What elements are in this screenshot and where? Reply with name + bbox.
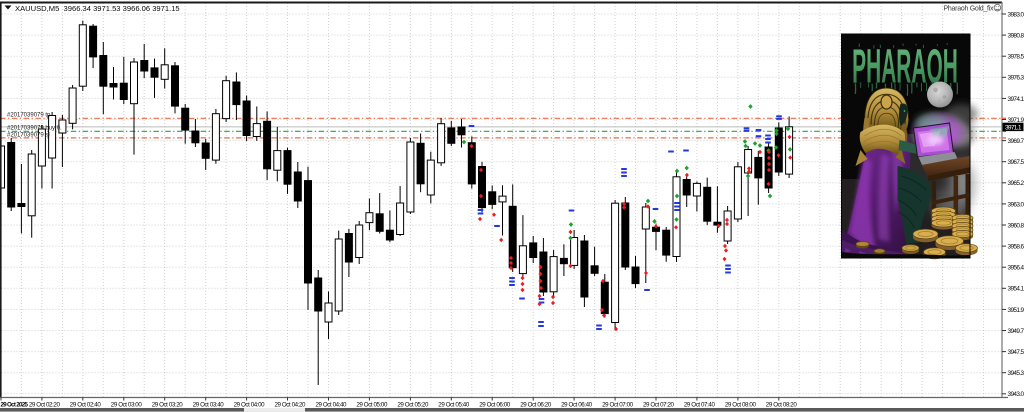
- svg-text:3947.5: 3947.5: [1008, 349, 1024, 356]
- svg-text:29 Oct 04:40: 29 Oct 04:40: [316, 401, 348, 408]
- svg-text:3980.8: 3980.8: [1008, 33, 1024, 40]
- svg-text:29 Oct 05:20: 29 Oct 05:20: [397, 401, 429, 408]
- svg-text:29 Oct 07:20: 29 Oct 07:20: [643, 401, 675, 408]
- svg-text:29 Oct 02:20: 29 Oct 02:20: [29, 401, 61, 408]
- svg-text:3951.9: 3951.9: [1008, 307, 1024, 314]
- svg-text:3971.9: 3971.9: [1008, 117, 1024, 124]
- svg-text:29 Oct 02:40: 29 Oct 02:40: [70, 401, 102, 408]
- svg-text:#2017039079 sl: #2017039079 sl: [7, 133, 50, 139]
- svg-text:3958.6: 3958.6: [1008, 244, 1024, 251]
- svg-text:29 Oct 06:40: 29 Oct 06:40: [561, 401, 593, 408]
- svg-text:3978.5: 3978.5: [1008, 54, 1024, 61]
- svg-text:#2017039079 buy 0.: #2017039079 buy 0.: [7, 126, 62, 132]
- svg-text:29 Oct 07:40: 29 Oct 07:40: [684, 401, 716, 408]
- svg-text:29 Oct 06:20: 29 Oct 06:20: [520, 401, 552, 408]
- svg-text:3967.5: 3967.5: [1008, 159, 1024, 166]
- svg-text:29 Oct 08:20: 29 Oct 08:20: [766, 401, 798, 408]
- svg-text:29 Oct 08:00: 29 Oct 08:00: [725, 401, 757, 408]
- svg-text:3956.4: 3956.4: [1008, 265, 1024, 272]
- svg-text:Pharaoh Gold_fix: Pharaoh Gold_fix: [944, 5, 995, 12]
- svg-text:3954.1: 3954.1: [1008, 286, 1024, 293]
- svg-text:3960.8: 3960.8: [1008, 222, 1024, 229]
- svg-text:29 Oct 07:00: 29 Oct 07:00: [602, 401, 634, 408]
- svg-text:29 Oct 03:00: 29 Oct 03:00: [111, 401, 143, 408]
- svg-text:29 Oct 2025: 29 Oct 2025: [1, 401, 29, 408]
- svg-text:3974.1: 3974.1: [1008, 96, 1024, 103]
- svg-text:3945.3: 3945.3: [1008, 370, 1024, 377]
- svg-text:29 Oct 05:40: 29 Oct 05:40: [438, 401, 470, 408]
- svg-text:XAUUSD,M5 3966.34 3971.53 396: XAUUSD,M5 3966.34 3971.53 3966.06 3971.1…: [15, 4, 180, 13]
- svg-text:3943.0: 3943.0: [1008, 391, 1024, 398]
- svg-text:#2017039079 tp: #2017039079 tp: [7, 112, 51, 118]
- svg-text:29 Oct 05:00: 29 Oct 05:00: [356, 401, 388, 408]
- svg-text:29 Oct 04:00: 29 Oct 04:00: [234, 401, 266, 408]
- svg-text:3983.0: 3983.0: [1008, 11, 1024, 18]
- svg-text:3969.7: 3969.7: [1008, 138, 1024, 145]
- svg-text:3949.7: 3949.7: [1008, 328, 1024, 335]
- svg-text:3963.0: 3963.0: [1008, 201, 1024, 208]
- svg-text:29 Oct 04:20: 29 Oct 04:20: [275, 401, 307, 408]
- svg-text:29 Oct 06:00: 29 Oct 06:00: [479, 401, 511, 408]
- svg-text:3965.2: 3965.2: [1008, 180, 1024, 187]
- svg-text:3971.1: 3971.1: [1005, 125, 1022, 132]
- svg-text:29 Oct 03:40: 29 Oct 03:40: [193, 401, 225, 408]
- svg-text:3976.3: 3976.3: [1008, 75, 1024, 82]
- svg-text:29 Oct 03:20: 29 Oct 03:20: [152, 401, 184, 408]
